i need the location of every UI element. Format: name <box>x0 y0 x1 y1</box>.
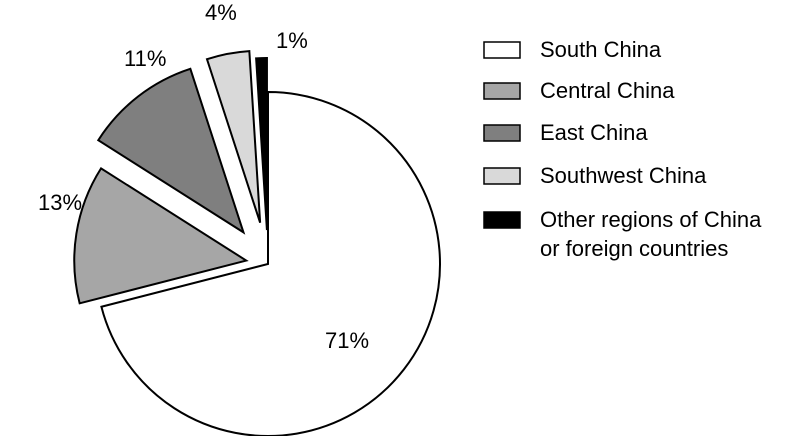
slice-label-southwest-china: 4% <box>205 0 237 25</box>
slice-label-east-china: 11% <box>124 46 166 71</box>
pie-slice-other-regions-of-china-or-foreign-countries <box>255 57 268 231</box>
legend-item-east-china: East China <box>483 120 648 145</box>
slice-label-central-china: 13% <box>38 190 82 215</box>
pie-slices <box>73 50 441 436</box>
legend-label: Southwest China <box>540 163 707 188</box>
legend-item-southwest-china: Southwest China <box>483 163 707 188</box>
pie-percentage-labels: 71% 13% 11% 4% 1% <box>38 0 369 353</box>
legend-item-south-china: South China <box>483 37 662 62</box>
slice-label-south-china: 71% <box>325 328 369 353</box>
legend-item-central-china: Central China <box>483 78 675 103</box>
pie-slice-central-china <box>73 167 249 305</box>
legend-swatch <box>483 82 521 100</box>
legend-swatch <box>483 41 521 59</box>
legend: South China Central China East China Southw… <box>483 37 762 261</box>
legend-swatch <box>483 211 521 229</box>
legend-label: East China <box>540 120 648 145</box>
pie-slice-southwest-china <box>205 50 262 224</box>
pie-slice-south-china <box>100 90 441 436</box>
legend-label: Central China <box>540 78 675 103</box>
slice-label-other-regions-of-china-or-foreign-countries: 1% <box>276 28 308 53</box>
legend-item-other-regions-of-china-or-foreign-countries: Other regions of China or foreign countr… <box>483 207 762 261</box>
pie-slice-east-china <box>96 67 246 235</box>
legend-label: or foreign countries <box>540 236 728 261</box>
legend-swatch <box>483 124 521 142</box>
legend-label: South China <box>540 37 662 62</box>
legend-swatch <box>483 167 521 185</box>
legend-label: Other regions of China <box>540 207 762 232</box>
